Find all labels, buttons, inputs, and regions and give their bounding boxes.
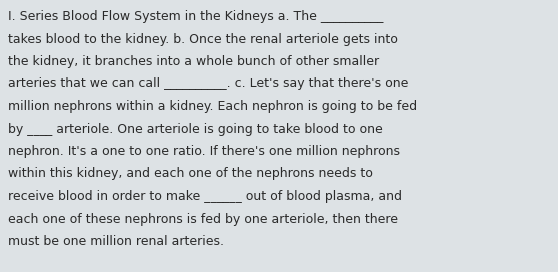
Text: the kidney, it branches into a whole bunch of other smaller: the kidney, it branches into a whole bun… — [8, 55, 379, 68]
Text: takes blood to the kidney. b. Once the renal arteriole gets into: takes blood to the kidney. b. Once the r… — [8, 32, 398, 45]
Text: I. Series Blood Flow System in the Kidneys a. The __________: I. Series Blood Flow System in the Kidne… — [8, 10, 383, 23]
Text: arteries that we can call __________. c. Let's say that there's one: arteries that we can call __________. c.… — [8, 78, 408, 91]
Text: must be one million renal arteries.: must be one million renal arteries. — [8, 235, 224, 248]
Text: receive blood in order to make ______ out of blood plasma, and: receive blood in order to make ______ ou… — [8, 190, 402, 203]
Text: million nephrons within a kidney. Each nephron is going to be fed: million nephrons within a kidney. Each n… — [8, 100, 417, 113]
Text: each one of these nephrons is fed by one arteriole, then there: each one of these nephrons is fed by one… — [8, 212, 398, 225]
Text: nephron. It's a one to one ratio. If there's one million nephrons: nephron. It's a one to one ratio. If the… — [8, 145, 400, 158]
Text: within this kidney, and each one of the nephrons needs to: within this kidney, and each one of the … — [8, 168, 373, 181]
Text: by ____ arteriole. One arteriole is going to take blood to one: by ____ arteriole. One arteriole is goin… — [8, 122, 383, 135]
